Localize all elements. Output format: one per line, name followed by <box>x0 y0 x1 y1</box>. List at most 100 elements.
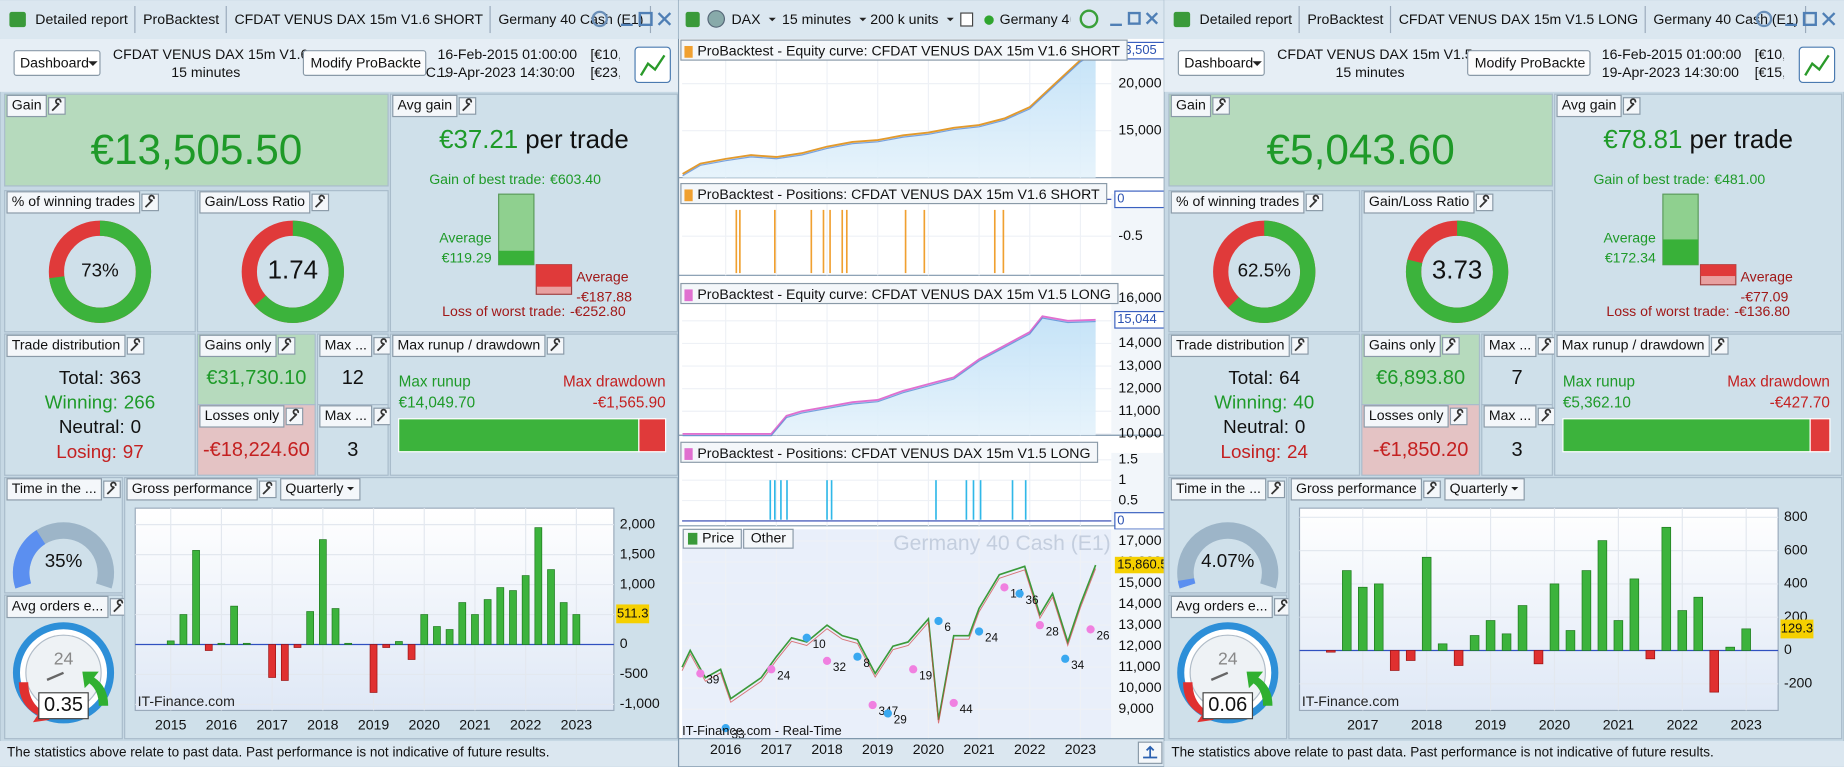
ratio-value: 3.73 <box>1432 257 1482 285</box>
bar <box>1501 633 1512 651</box>
price-line-red <box>681 568 1097 724</box>
close-button[interactable] <box>1145 12 1159 25</box>
wrench-icon <box>550 338 561 352</box>
tab[interactable]: Germany 40 Cash (E1) <box>498 11 643 27</box>
period-dropdown[interactable]: Quarterly <box>1450 480 1509 496</box>
report-icon[interactable] <box>634 46 671 84</box>
avg-gain: €78.81 per trade <box>1603 126 1793 154</box>
tab[interactable]: CFDAT VENUS DAX 15m V1.5 LONG <box>1399 11 1638 27</box>
panel-title: Max runup / drawdown <box>1562 337 1705 353</box>
share-button[interactable] <box>591 10 609 28</box>
panel-title: Time in the ... <box>1176 480 1261 496</box>
x-tick-label: 2021 <box>459 716 491 732</box>
panel-title: Gross performance <box>1296 480 1417 496</box>
panel-title: Max runup / drawdown <box>397 337 540 353</box>
distribution-label: Winning: <box>45 391 118 412</box>
bar <box>458 602 467 645</box>
maximize-button[interactable] <box>638 11 653 26</box>
dashboard-label[interactable]: Dashboard <box>20 54 89 70</box>
link-icon[interactable] <box>707 10 726 28</box>
drawdown-value: -€427.70 <box>1770 395 1830 412</box>
panel-title-box <box>1363 191 1475 214</box>
toolbar-item[interactable]: 15 minutes <box>782 11 851 27</box>
strategy-name: CFDAT VENUS DAX 15m V1.6 ... <box>113 46 324 62</box>
modify-label[interactable]: Modify ProBackte <box>1475 54 1586 70</box>
gains-only-value: €6,893.80 <box>1376 367 1465 389</box>
wrench-icon <box>1426 481 1437 495</box>
dropdown-arrow <box>859 17 867 22</box>
last-value-badge <box>1114 556 1165 574</box>
chart-tab-box[interactable] <box>682 528 742 549</box>
average-label: Average <box>1741 268 1793 284</box>
tab[interactable]: Detailed report <box>1200 11 1293 27</box>
maximize-button[interactable] <box>1802 11 1817 26</box>
bar <box>1358 586 1368 651</box>
tab[interactable]: ProBacktest <box>1307 11 1383 27</box>
panel-title-box <box>1556 94 1622 118</box>
avg-loss: -€77.09 <box>1741 288 1789 304</box>
info-icon[interactable] <box>960 12 974 27</box>
period-dropdown-box[interactable] <box>280 478 361 501</box>
time-value: 4.07% <box>1201 550 1255 571</box>
bar <box>445 629 454 645</box>
distribution-value: 363 <box>110 367 141 388</box>
dashboard-label[interactable]: Dashboard <box>1184 54 1253 70</box>
chart-tab-box[interactable] <box>743 528 794 549</box>
tab[interactable]: Germany 40 Cash (E1) <box>1653 11 1798 27</box>
toolbar-item[interactable]: Germany 40 <box>1000 11 1078 27</box>
period-dropdown-box[interactable] <box>1444 478 1525 501</box>
chart-tab[interactable]: Price <box>702 529 734 545</box>
chart-tab[interactable]: Other <box>751 529 787 545</box>
x-tick-label: 2019 <box>1475 716 1507 732</box>
tab[interactable]: CFDAT VENUS DAX 15m V1.6 SHORT <box>234 11 483 27</box>
avg-loss-bar <box>1700 264 1736 277</box>
toolbar-item[interactable]: DAX <box>731 11 761 27</box>
signal-label: 29 <box>894 714 907 727</box>
tab[interactable]: ProBacktest <box>143 11 219 27</box>
x-tick-label: 2018 <box>307 716 339 732</box>
dropdown-arrow <box>1252 61 1262 66</box>
panel-title: Avg gain <box>397 97 452 113</box>
close-button[interactable] <box>657 12 672 26</box>
runup-bar <box>1562 418 1811 453</box>
status-dot <box>984 15 994 25</box>
drawdown-bar <box>638 418 667 453</box>
dashboard-button[interactable] <box>1177 50 1265 76</box>
chart-title-box <box>680 39 1128 61</box>
modify-button[interactable] <box>302 50 427 76</box>
wrench-icon <box>1479 194 1490 208</box>
x-tick-label: 2019 <box>862 741 894 757</box>
price-line <box>681 564 1097 720</box>
bar <box>433 626 441 645</box>
period-dropdown[interactable]: Quarterly <box>285 480 344 496</box>
panel-title-box <box>1363 405 1449 428</box>
bar <box>572 614 581 645</box>
signal-label: 8 <box>863 657 870 670</box>
signal-marker <box>853 652 862 661</box>
share-button[interactable] <box>1755 10 1773 28</box>
modify-label[interactable]: Modify ProBackte <box>310 54 421 70</box>
distribution-value: 0 <box>1295 416 1305 437</box>
wrench-icon <box>462 98 473 112</box>
toolbar-item[interactable]: 200 k units <box>870 11 938 27</box>
report-icon[interactable] <box>1798 46 1836 84</box>
maximize-button[interactable] <box>1127 11 1141 25</box>
y-tick-label: -1,000 <box>620 695 660 711</box>
equity-area <box>682 50 1096 178</box>
x-tick-label: 2022 <box>1014 741 1046 757</box>
tab[interactable]: Detailed report <box>35 11 128 27</box>
bar <box>1405 650 1416 661</box>
close-button[interactable] <box>1822 12 1836 26</box>
last-value-badge <box>1780 619 1814 639</box>
y-tick-label: 400 <box>1784 575 1808 591</box>
best-trade: Gain of best trade: €603.40 <box>429 171 601 187</box>
modify-button[interactable] <box>1467 50 1591 76</box>
x-tick-label: 2020 <box>913 741 945 757</box>
dashboard-button[interactable] <box>13 50 101 76</box>
average-label: Average <box>1604 230 1656 246</box>
chart-icon[interactable] <box>685 11 700 28</box>
panel-title-box <box>1170 595 1273 619</box>
last-value: 15,044 <box>1117 311 1157 326</box>
y-tick-label: 15,000 <box>1118 574 1161 590</box>
time-gauge-arc <box>1177 578 1196 589</box>
